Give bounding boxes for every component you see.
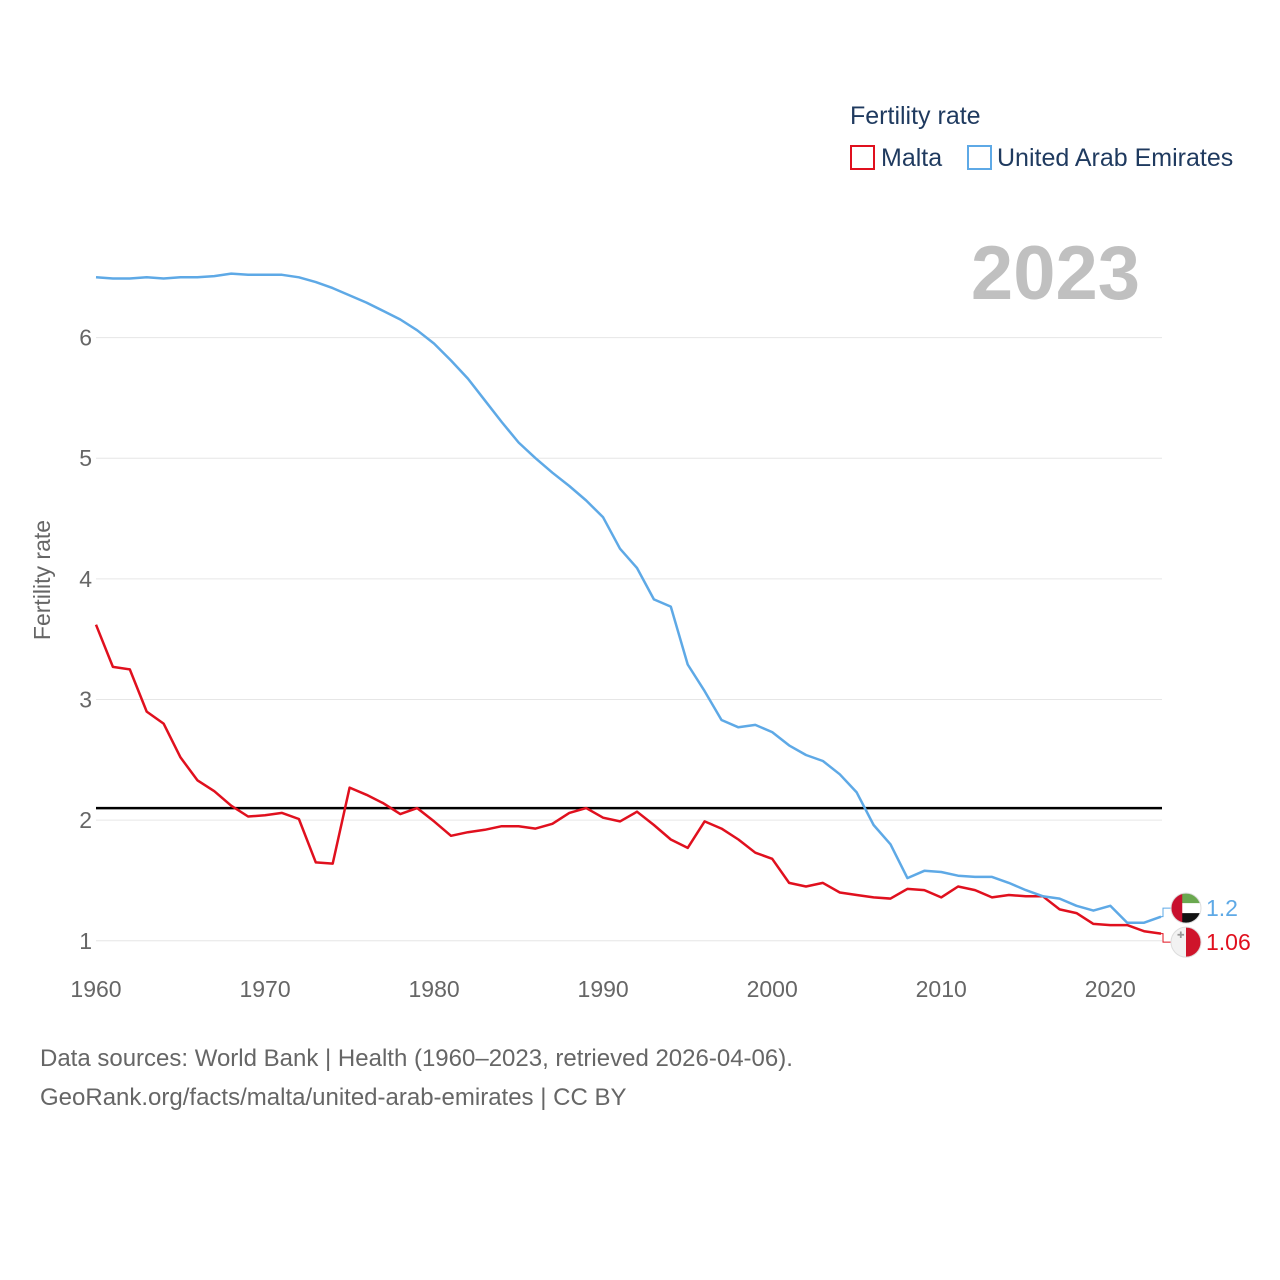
footer-sources: Data sources: World Bank | Health (1960–… xyxy=(40,1045,793,1072)
legend-swatch-uae xyxy=(967,145,992,170)
legend-swatch-malta xyxy=(850,145,875,170)
series-line-malta xyxy=(94,624,1162,935)
y-tick-label: 2 xyxy=(79,807,92,833)
x-tick-label: 1990 xyxy=(578,976,629,1002)
current-year-label: 2023 xyxy=(971,231,1140,316)
end-connector xyxy=(1161,933,1172,943)
svg-text:✚: ✚ xyxy=(1177,931,1185,941)
x-axis-ticks: 1960 1970 1980 1990 2000 2010 2020 xyxy=(70,976,1135,1002)
y-axis-label: Fertility rate xyxy=(29,520,55,640)
x-tick-label: 1970 xyxy=(239,976,290,1002)
end-value-malta: 1.06 xyxy=(1206,929,1251,955)
legend-label-malta: Malta xyxy=(881,144,942,172)
y-tick-label: 4 xyxy=(79,566,92,592)
legend-title: Fertility rate xyxy=(850,102,981,130)
footer-attribution: GeoRank.org/facts/malta/united-arab-emir… xyxy=(40,1084,627,1111)
x-tick-label: 2010 xyxy=(916,976,967,1002)
legend-label-uae: United Arab Emirates xyxy=(997,144,1233,172)
series-line-united-arab-emirates xyxy=(95,272,1162,924)
x-tick-label: 1980 xyxy=(409,976,460,1002)
grid-lines xyxy=(96,337,1162,942)
y-axis-ticks: 1 2 3 4 5 6 xyxy=(79,325,92,954)
y-tick-label: 1 xyxy=(79,928,92,954)
y-tick-label: 3 xyxy=(79,687,92,713)
malta-flag-icon: ✚ xyxy=(1170,926,1202,958)
series-layer xyxy=(94,272,1162,935)
end-connector xyxy=(1161,907,1172,918)
x-tick-label: 2000 xyxy=(747,976,798,1002)
y-tick-label: 6 xyxy=(79,325,92,351)
end-value-united-arab-emirates: 1.2 xyxy=(1206,895,1238,921)
legend: Fertility rate Malta United Arab Emirate… xyxy=(850,102,1233,172)
end-markers: ✚ 1.06 1.2 xyxy=(1161,892,1251,958)
x-tick-label: 2020 xyxy=(1085,976,1136,1002)
y-tick-label: 5 xyxy=(79,445,92,471)
x-tick-label: 1960 xyxy=(70,976,121,1002)
uae-flag-icon xyxy=(1170,892,1202,924)
